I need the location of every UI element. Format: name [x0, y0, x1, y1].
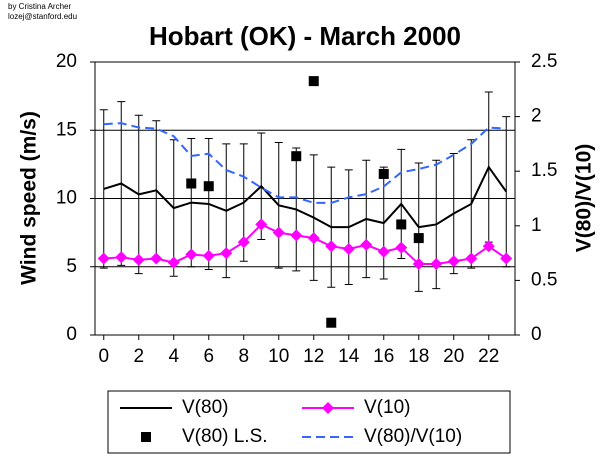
x-tick-label: 8: [238, 346, 249, 367]
y-tick-label: 5: [66, 256, 77, 277]
diamond-marker: [430, 258, 443, 271]
x-tick-label: 22: [478, 346, 499, 367]
x-tick-label: 12: [303, 346, 324, 367]
square-marker: [378, 168, 389, 179]
legend-label: V(10): [364, 397, 410, 418]
diamond-marker: [395, 241, 408, 254]
x-tick-label: 4: [168, 346, 179, 367]
diamond-marker: [325, 240, 338, 253]
y-tick-label: 20: [56, 51, 77, 72]
diamond-marker: [447, 255, 460, 268]
y2-tick-label: 1.5: [531, 160, 557, 181]
diamond-marker: [115, 251, 128, 264]
y2-tick-label: 2.5: [531, 51, 557, 72]
diamond-marker: [500, 252, 513, 265]
x-tick-label: 16: [373, 346, 394, 367]
square-marker: [396, 219, 407, 230]
legend-box: [107, 390, 511, 454]
diamond-marker: [202, 249, 215, 262]
diamond-marker: [185, 248, 198, 261]
square-marker: [413, 233, 424, 244]
y2-tick-label: 0.5: [531, 269, 557, 290]
diamond-marker: [132, 253, 145, 266]
square-marker: [141, 432, 151, 442]
y2-axis-label: V(80)/V(10): [573, 144, 596, 253]
legend-label: V(80): [182, 397, 228, 418]
square-marker: [326, 317, 337, 328]
x-tick-label: 0: [98, 346, 109, 367]
series-line: [103, 122, 507, 204]
diamond-marker: [150, 252, 163, 265]
y-tick-label: 0: [66, 324, 77, 345]
diamond-marker: [322, 402, 334, 414]
x-tick-label: 20: [443, 346, 464, 367]
y2-tick-label: 2: [531, 106, 542, 127]
chart-title: Hobart (OK) - March 2000: [149, 21, 461, 51]
diamond-marker: [290, 229, 303, 242]
x-tick-label: 10: [268, 346, 289, 367]
legend-label: V(80)/V(10): [364, 426, 462, 447]
diamond-marker: [97, 252, 110, 265]
diamond-marker: [237, 236, 250, 249]
diamond-marker: [377, 245, 390, 258]
diamond-marker: [272, 226, 285, 239]
y-tick-label: 15: [56, 119, 77, 140]
x-tick-label: 6: [203, 346, 214, 367]
square-marker: [203, 181, 214, 192]
x-tick-label: 2: [133, 346, 144, 367]
series-line: [103, 165, 508, 229]
y-tick-label: 10: [56, 188, 77, 209]
diamond-marker: [482, 240, 495, 253]
y2-tick-label: 1: [531, 215, 542, 236]
diamond-marker: [360, 238, 373, 251]
diamond-marker: [167, 256, 180, 269]
credit: lozej@stanford.edu: [8, 12, 77, 21]
diamond-marker: [342, 243, 355, 256]
square-marker: [308, 76, 319, 87]
diamond-marker: [412, 258, 425, 271]
credit: by Cristina Archer: [8, 2, 71, 11]
x-tick-label: 18: [408, 346, 429, 367]
square-marker: [186, 178, 197, 189]
diamond-marker: [255, 218, 268, 231]
diamond-marker: [220, 247, 233, 260]
diamond-marker: [307, 232, 320, 245]
x-tick-label: 14: [338, 346, 360, 367]
y2-tick-label: 0: [531, 324, 542, 345]
legend-label: V(80) L.S.: [182, 426, 268, 447]
diamond-marker: [465, 252, 478, 265]
square-marker: [291, 151, 302, 162]
y-axis-label: Wind speed (m/s): [18, 111, 41, 285]
